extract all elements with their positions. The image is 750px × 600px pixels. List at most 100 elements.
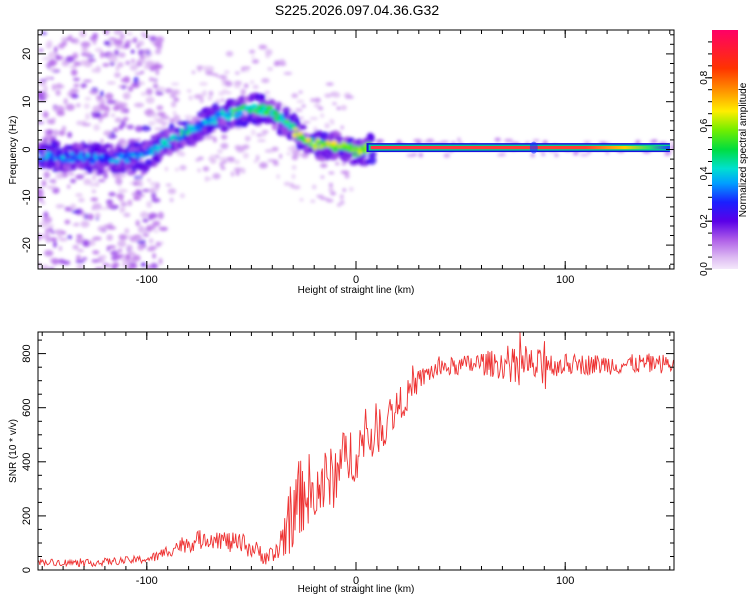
noise-blob [152,253,157,259]
noise-blob [121,262,130,268]
colorbar-gradient [712,30,738,269]
noise-blob [46,40,53,48]
ridge-blob [337,138,342,144]
noise-blob [150,262,158,269]
noise-blob [92,37,97,45]
y-tick-label: 0 [21,567,33,573]
noise-blob [38,262,42,268]
noise-blob [136,138,141,142]
noise-blob [145,60,155,67]
ridge-blob [367,150,377,158]
noise-blob [314,97,321,103]
noise-blob [45,76,51,80]
ridge-core-blob [231,108,238,112]
ridge-core-blob [346,143,351,150]
noise-blob [148,245,158,250]
noise-blob [97,225,107,232]
noise-blob [120,201,128,207]
noise-blob [90,182,94,188]
noise-blob [332,92,341,98]
noise-blob [158,257,163,265]
noise-blob [67,235,73,240]
noise-blob [127,265,134,269]
noise-blob [291,93,299,99]
noise-blob [203,65,208,72]
noise-blob [51,83,57,91]
noise-blob [47,51,58,59]
noise-blob [291,165,297,170]
noise-blob [115,65,120,72]
noise-blob [220,74,228,81]
noise-blob [83,103,90,109]
noise-blob [292,185,301,190]
noise-blob [291,173,296,180]
noise-blob [142,233,150,237]
noise-blob [146,224,156,230]
noise-blob [65,56,75,63]
noise-blob [119,206,125,214]
noise-blob [91,189,97,194]
noise-blob [148,77,154,82]
noise-blob [91,259,100,263]
noise-blob [83,60,93,68]
ridge-blob [368,155,377,165]
ridge-core-blob [179,131,184,137]
noise-blob [128,39,134,43]
ridge-blob [336,131,342,138]
noise-blob [224,70,230,75]
x-tick-label: 0 [353,274,359,286]
ridge-blob [295,116,300,124]
noise-blob [64,219,71,225]
ridge-blob [298,124,307,130]
noise-blob [61,125,67,132]
noise-blob [225,51,234,57]
snr-x-axis-label: Height of straight line (km) [298,584,415,595]
noise-blob [145,88,153,96]
noise-blob [272,163,280,166]
noise-blob [115,177,123,185]
noise-blob [164,88,173,94]
noise-blob [91,68,99,73]
noise-blob [38,48,44,52]
noise-blob [76,120,84,126]
ridge-core-blob [357,149,363,155]
noise-blob [108,245,116,249]
noise-blob [48,61,58,65]
band-fringe [504,138,514,143]
ridge-core-blob [61,158,68,163]
ridge-core-blob [279,114,284,118]
noise-blob [283,72,293,75]
noise-blob [99,255,107,258]
band-fringe [419,153,423,158]
noise-blob [72,223,80,226]
noise-blob [173,97,180,102]
band-fringe [497,154,501,157]
noise-blob [58,246,63,251]
band-fringe [663,153,670,156]
noise-blob [80,41,91,48]
noise-blob [140,173,145,177]
noise-blob [115,254,125,258]
noise-blob [188,95,193,101]
ridge-blob [123,163,131,170]
noise-blob [217,149,223,154]
noise-blob [92,173,96,182]
noise-blob [298,90,303,94]
noise-blob [155,241,161,246]
noise-blob [313,103,321,108]
noise-blob [341,170,350,175]
noise-blob [97,179,106,183]
snr-ticks: -100 0 100 0 200 400 600 800 [21,332,674,587]
noise-blob [197,66,202,73]
noise-blob [147,178,151,182]
colorbar-label: Normalized spectral amplitude [738,82,749,217]
noise-blob [48,67,58,72]
y-tick-label: 10 [21,96,33,108]
noise-blob [99,207,110,210]
noise-blob [276,174,280,180]
noise-blob [259,162,268,169]
noise-blob [117,62,124,68]
ridge-core-blob [213,119,218,125]
noise-blob [75,174,85,180]
noise-blob [330,191,337,196]
